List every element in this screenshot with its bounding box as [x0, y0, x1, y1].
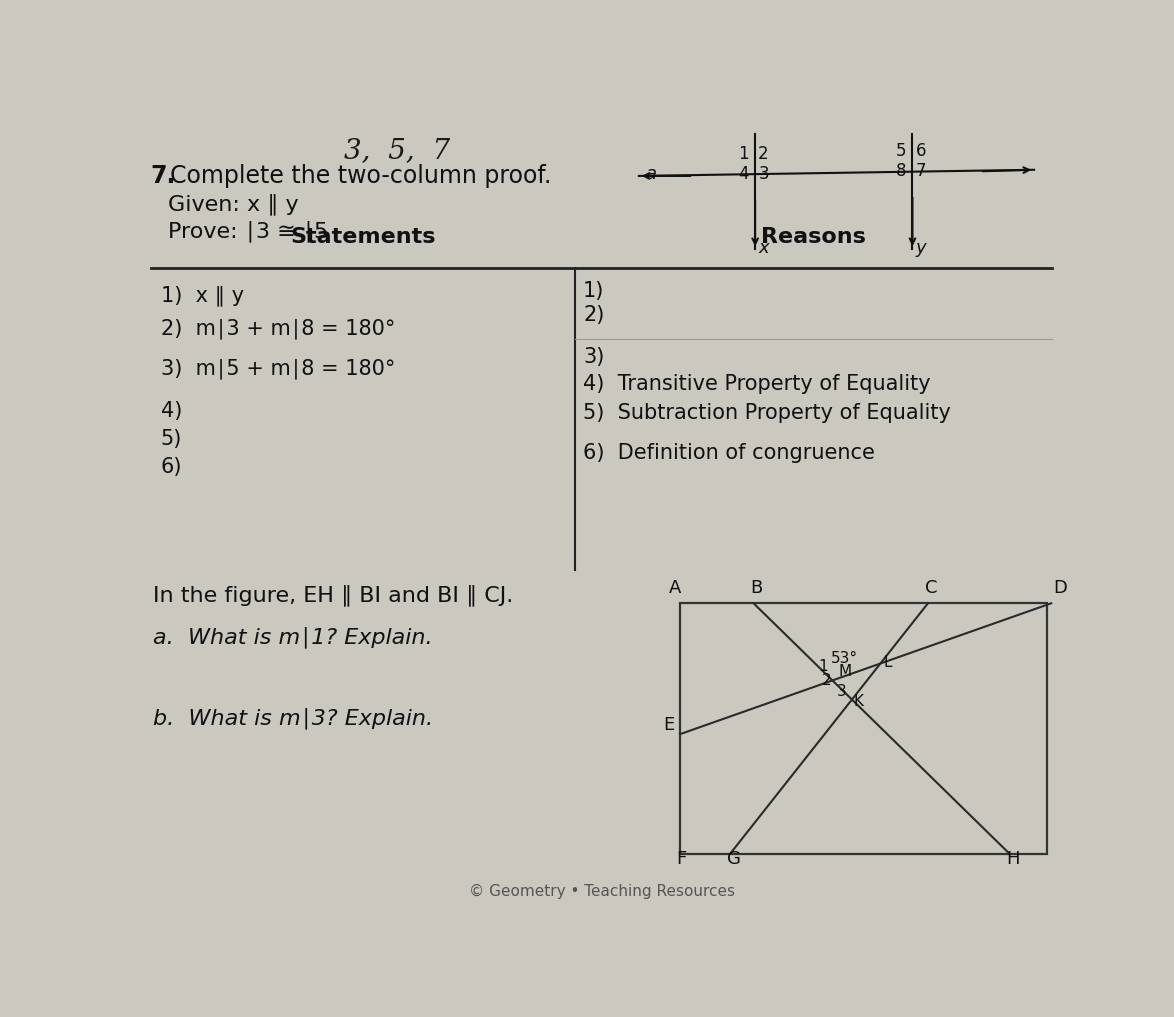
Text: D: D — [1053, 579, 1067, 597]
Text: 3,  5,  7: 3, 5, 7 — [344, 137, 451, 165]
Text: 7: 7 — [916, 163, 926, 180]
Text: 5): 5) — [161, 429, 182, 450]
Text: Complete the two-column proof.: Complete the two-column proof. — [170, 165, 552, 188]
Text: 7.: 7. — [150, 165, 176, 188]
Text: 53°: 53° — [831, 652, 858, 666]
Text: 3: 3 — [758, 165, 769, 183]
Text: 6): 6) — [161, 457, 182, 477]
Text: 2: 2 — [822, 673, 831, 689]
Text: 5)  Subtraction Property of Equality: 5) Subtraction Property of Equality — [583, 403, 951, 423]
Text: 2): 2) — [583, 304, 605, 324]
Text: 3: 3 — [836, 683, 846, 699]
Text: 4): 4) — [161, 401, 182, 421]
Text: a.  What is m∣1? Explain.: a. What is m∣1? Explain. — [153, 626, 432, 648]
Text: F: F — [676, 850, 687, 869]
Text: © Geometry • Teaching Resources: © Geometry • Teaching Resources — [468, 884, 735, 899]
Text: Prove: ∣3 ≅ ∣5: Prove: ∣3 ≅ ∣5 — [168, 221, 329, 242]
Text: 2)  m∣3 + m∣8 = 180°: 2) m∣3 + m∣8 = 180° — [161, 318, 396, 339]
Text: Given: x ∥ y: Given: x ∥ y — [168, 193, 299, 216]
Text: x: x — [758, 239, 769, 257]
Text: 6: 6 — [916, 142, 926, 161]
Text: C: C — [925, 579, 937, 597]
Text: Reasons: Reasons — [761, 227, 866, 247]
Text: B: B — [750, 579, 763, 597]
Text: 4)  Transitive Property of Equality: 4) Transitive Property of Equality — [583, 374, 931, 394]
Text: y: y — [916, 239, 926, 257]
Text: 1)  x ∥ y: 1) x ∥ y — [161, 285, 244, 306]
Text: 8: 8 — [896, 163, 906, 180]
Text: a: a — [645, 165, 656, 183]
Text: E: E — [663, 716, 675, 733]
Text: K: K — [853, 694, 864, 709]
Text: 4: 4 — [738, 165, 749, 183]
Text: b.  What is m∣3? Explain.: b. What is m∣3? Explain. — [153, 707, 433, 729]
Text: A: A — [669, 579, 681, 597]
Text: 3)  m∣5 + m∣8 = 180°: 3) m∣5 + m∣8 = 180° — [161, 358, 396, 378]
Text: L: L — [884, 655, 892, 669]
Text: 3): 3) — [583, 347, 605, 367]
Text: Statements: Statements — [290, 227, 436, 247]
Text: 1: 1 — [818, 659, 828, 674]
Text: 1: 1 — [738, 144, 749, 163]
Text: 1): 1) — [583, 282, 605, 301]
Text: In the figure, EH ∥ BI and BI ∥ CJ.: In the figure, EH ∥ BI and BI ∥ CJ. — [153, 584, 513, 606]
Text: G: G — [727, 850, 741, 869]
Text: H: H — [1006, 850, 1020, 869]
Text: 2: 2 — [758, 144, 769, 163]
Text: 6)  Definition of congruence: 6) Definition of congruence — [583, 443, 875, 463]
Text: M: M — [838, 664, 851, 678]
Text: 5: 5 — [896, 142, 906, 161]
